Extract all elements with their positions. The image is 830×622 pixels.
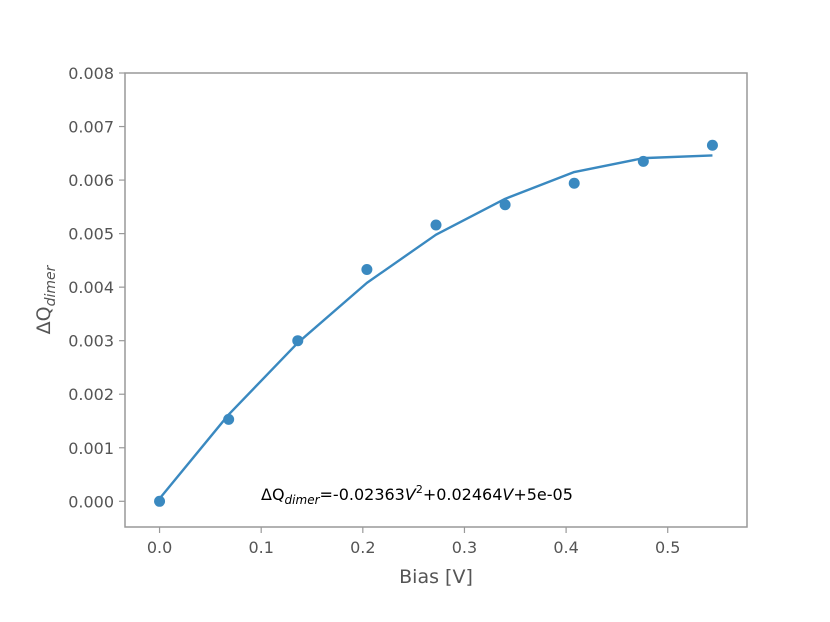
y-tick-label: 0.007 [68,118,114,137]
x-tick-label: 0.5 [655,538,680,557]
annotation-part3: +5e-05 [513,485,573,504]
plot-area [154,139,718,507]
y-tick-label: 0.003 [68,332,114,351]
y-axis-label-sub: dimer [43,264,59,306]
annotation-part1: =-0.02363 [320,485,405,504]
data-point [430,219,442,231]
x-tick-label: 0.2 [350,538,375,557]
x-axis: 0.0 0.1 0.2 0.3 0.4 0.5 [147,527,680,557]
y-axis: 0.000 0.001 0.002 0.003 0.004 0.005 0.006 0.007… [68,64,125,511]
y-tick-label: 0.002 [68,385,114,404]
plot-frame [124,72,748,528]
annotation-var1: V [405,485,417,504]
y-tick-label: 0.000 [68,492,114,511]
data-point [154,495,166,507]
data-point [706,139,718,151]
y-tick-label: 0.004 [68,278,114,297]
x-tick-label: 0.4 [553,538,578,557]
y-axis-label: ΔQdimer [33,264,59,334]
data-point [292,335,304,347]
annotation-sub: dimer [285,493,321,507]
data-point [499,199,511,211]
data-point [223,413,235,425]
x-tick-label: 0.3 [452,538,477,557]
x-tick-label: 0.0 [147,538,172,557]
annotation-prefix: ΔQ [261,485,285,504]
annotation-exp: 2 [416,483,423,496]
y-tick-label: 0.006 [68,171,114,190]
data-point [361,263,373,275]
annotation-var2: V [502,485,514,504]
fit-line [158,154,713,500]
data-point [568,177,580,189]
annotation-part2: +0.02464 [423,485,503,504]
data-point [637,155,649,167]
y-axis-label-main: ΔQ [33,306,55,334]
y-tick-label: 0.008 [68,64,114,83]
x-axis-label: Bias [V] [399,566,473,588]
fit-equation-annotation: ΔQdimer=-0.02363V2+0.02464V+5e-05 [261,483,573,507]
y-tick-label: 0.001 [68,439,114,458]
x-tick-label: 0.1 [248,538,273,557]
y-tick-label: 0.005 [68,225,114,244]
